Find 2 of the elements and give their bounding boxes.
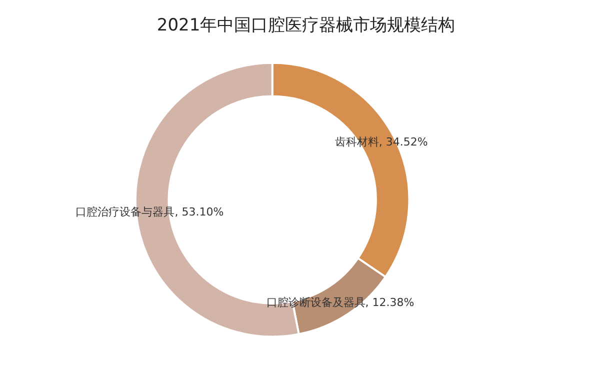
chart-title: 2021年中国口腔医疗器械市场规模结构 bbox=[156, 16, 456, 36]
slice-label: 口腔治疗设备与器具, 53.10% bbox=[76, 205, 224, 218]
